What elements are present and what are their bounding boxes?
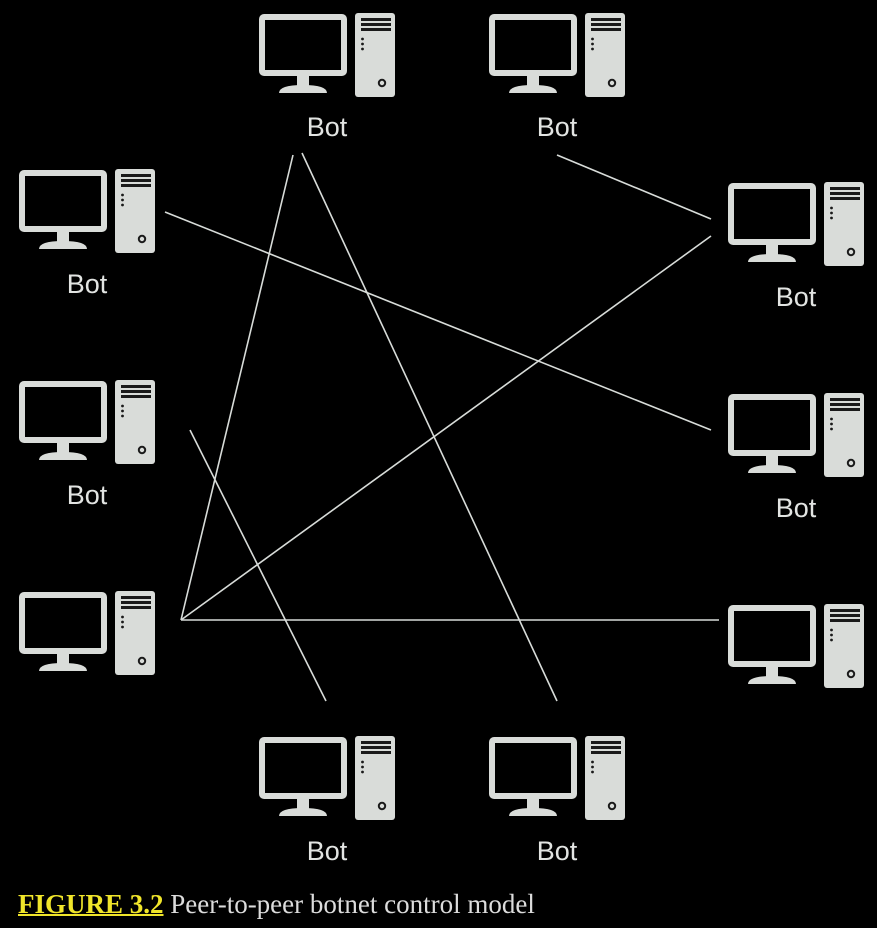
figure-reference-link[interactable]: FIGURE 3.2 [18, 889, 164, 919]
link-middle-left-to-bottom-left [189, 429, 327, 702]
bot-label: Bot [776, 493, 817, 523]
bot-node-lower-right [728, 604, 864, 688]
bot-node-lower-left [19, 591, 155, 675]
bot-node-upper-right: Bot [728, 182, 864, 312]
bot-node-bottom-right: Bot [489, 736, 625, 866]
bot-label: Bot [67, 269, 108, 299]
desktop-computer-icon [259, 736, 395, 820]
link-top-left-to-lower-left [180, 154, 294, 621]
botnet-diagram: Bot Bot Bot Bot Bot Bot Bot Bot [19, 13, 864, 866]
bot-node-middle-right: Bot [728, 393, 864, 523]
bot-label: Bot [67, 480, 108, 510]
bot-label: Bot [537, 112, 578, 142]
link-top-left-to-bottom-right [301, 152, 558, 702]
link-upper-left-to-middle-right [164, 211, 712, 431]
desktop-computer-icon [489, 736, 625, 820]
desktop-computer-icon [19, 380, 155, 464]
desktop-computer-icon [19, 169, 155, 253]
bot-node-bottom-left: Bot [259, 736, 395, 866]
bot-node-top-right: Bot [489, 13, 625, 142]
bot-label: Bot [537, 836, 578, 866]
figure-caption: FIGURE 3.2 Peer-to-peer botnet control m… [18, 884, 868, 924]
connections [164, 152, 719, 702]
bot-label: Bot [776, 282, 817, 312]
desktop-computer-icon [489, 13, 625, 97]
bot-label: Bot [307, 112, 348, 142]
desktop-computer-icon [728, 393, 864, 477]
figure-title: Peer-to-peer botnet control model [170, 889, 535, 919]
bot-node-top-left: Bot [259, 13, 395, 142]
link-lower-left-to-upper-right [180, 235, 712, 621]
desktop-computer-icon [19, 591, 155, 675]
bot-node-upper-left: Bot [19, 169, 155, 299]
link-top-right-to-upper-right [556, 154, 712, 220]
bot-node-middle-left: Bot [19, 380, 155, 510]
desktop-computer-icon [728, 182, 864, 266]
desktop-computer-icon [259, 13, 395, 97]
bot-label: Bot [307, 836, 348, 866]
desktop-computer-icon [728, 604, 864, 688]
